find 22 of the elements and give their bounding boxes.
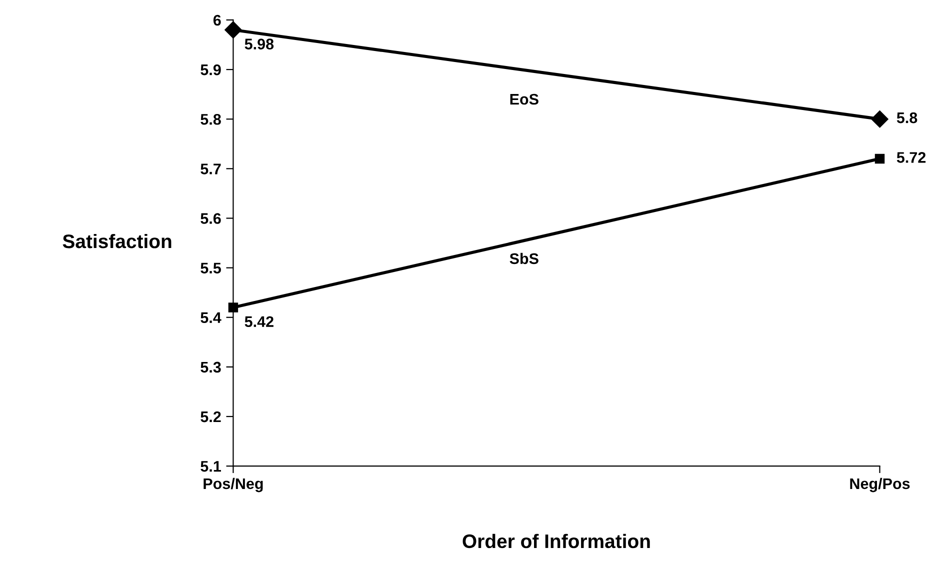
series-label: SbS	[510, 252, 538, 264]
y-axis-title: Satisfaction	[62, 234, 172, 248]
y-tick-label: 5.2	[200, 411, 221, 422]
y-tick-label: 5.5	[200, 262, 221, 274]
y-tick-label: 5.7	[200, 164, 221, 174]
y-tick-label: 5.9	[200, 64, 221, 76]
x-axis-title: Order of Information	[462, 534, 650, 548]
y-tick-label: 5.8	[200, 114, 221, 125]
y-tick-label: 5.6	[200, 213, 221, 224]
point	[871, 110, 888, 128]
y-tick-label: 5.1	[200, 461, 221, 472]
data-label: 5.72	[896, 152, 926, 163]
data-label: 5.42	[244, 316, 274, 328]
y-tick-label: 5.3	[200, 362, 221, 373]
y-tick-label: 5.4	[200, 312, 222, 324]
y-tick-label: 6	[213, 14, 221, 26]
point	[874, 154, 885, 164]
series-label: EoS	[510, 94, 538, 105]
x-tick-label: Neg/Pos	[850, 478, 910, 492]
data-label: 5.8	[896, 112, 918, 124]
data-label: 5.98	[244, 38, 274, 50]
x-tick-label: Pos/Neg	[204, 478, 263, 492]
